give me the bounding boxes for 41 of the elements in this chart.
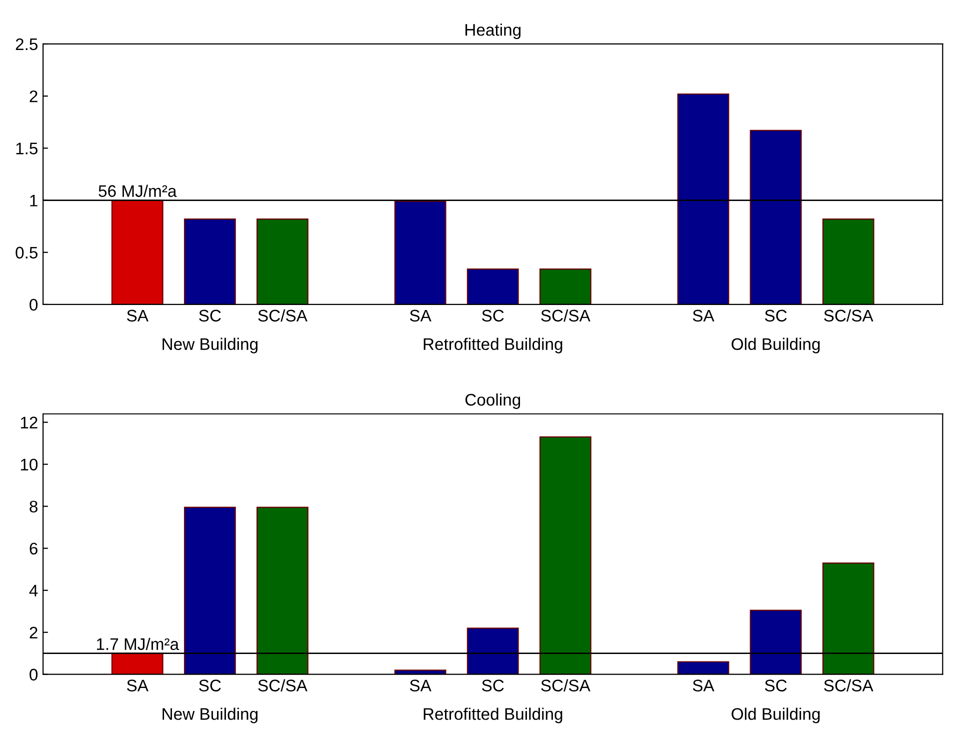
x-tick-label: SA: [127, 310, 148, 322]
text: Old Building: [732, 708, 820, 724]
x-tick-label: SC/SA: [258, 679, 308, 692]
x-tick-label: SC: [482, 680, 504, 692]
x-tick-label: SA: [410, 310, 432, 322]
y-tick-label: 6: [30, 542, 38, 555]
x-tick-label: SC: [199, 310, 221, 322]
y-tick-label: 10: [20, 458, 38, 470]
x-tick-label: SC: [482, 310, 504, 322]
x-tick-label: SC: [764, 680, 787, 692]
text: Retrofitted Building: [424, 338, 562, 354]
text: Retrofitted Building: [424, 708, 562, 724]
y-tick-label: 1.5: [16, 142, 38, 154]
x-tick-label: SA: [410, 680, 432, 692]
x-tick-label: SA: [692, 680, 714, 692]
x-tick-label: SC: [199, 680, 221, 692]
y-tick-label: 2.5: [16, 38, 38, 50]
y-tick-label: 4: [29, 584, 38, 596]
x-tick-label: SA: [127, 680, 148, 692]
ref-line-label: 1.7 MJ/m²a: [96, 638, 180, 650]
chart-title: Cooling: [465, 393, 520, 409]
text: New Building: [162, 708, 258, 724]
y-tick-label: 0: [30, 298, 38, 311]
x-tick-label: SC/SA: [541, 309, 590, 322]
x-tick-label: SA: [692, 310, 714, 322]
ref-line-label: 56 MJ/m²a: [98, 184, 177, 197]
x-tick-label: SC/SA: [258, 309, 308, 322]
y-tick-label: 1: [30, 194, 38, 206]
y-tick-label: 12: [20, 416, 38, 428]
text: Old Building: [732, 338, 820, 354]
x-tick-label: SC/SA: [824, 309, 874, 322]
chart-title: Heating: [466, 24, 521, 40]
x-tick-label: SC/SA: [824, 679, 874, 692]
y-tick-label: 8: [30, 500, 38, 513]
x-tick-label: SC/SA: [541, 679, 590, 692]
text: New Building: [162, 338, 258, 354]
y-tick-label: 0.5: [16, 246, 38, 259]
y-tick-label: 2: [30, 90, 38, 102]
y-tick-label: 2: [30, 626, 38, 638]
x-tick-label: SC: [764, 310, 787, 322]
y-tick-label: 0: [30, 668, 38, 681]
